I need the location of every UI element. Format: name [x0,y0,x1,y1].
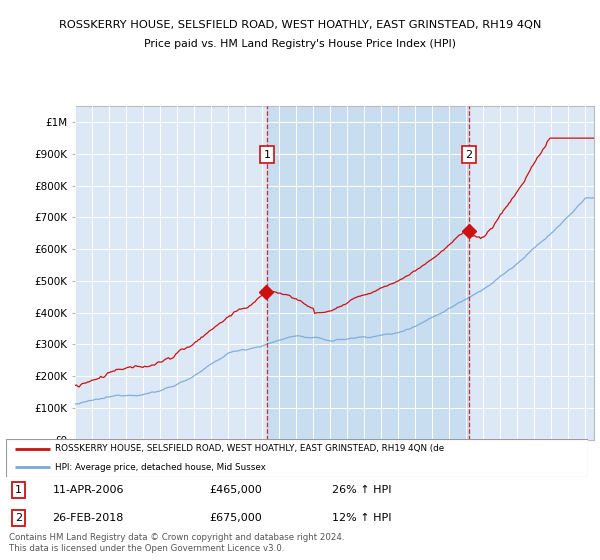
Text: 1: 1 [263,150,271,160]
Text: £465,000: £465,000 [210,485,262,495]
Text: 26% ↑ HPI: 26% ↑ HPI [332,485,391,495]
Text: 26-FEB-2018: 26-FEB-2018 [53,513,124,523]
Text: 2: 2 [466,150,472,160]
Text: ROSSKERRY HOUSE, SELSFIELD ROAD, WEST HOATHLY, EAST GRINSTEAD, RH19 4QN: ROSSKERRY HOUSE, SELSFIELD ROAD, WEST HO… [59,20,541,30]
Text: 1: 1 [16,485,22,495]
Text: Price paid vs. HM Land Registry's House Price Index (HPI): Price paid vs. HM Land Registry's House … [144,39,456,49]
Text: 12% ↑ HPI: 12% ↑ HPI [332,513,391,523]
Text: ROSSKERRY HOUSE, SELSFIELD ROAD, WEST HOATHLY, EAST GRINSTEAD, RH19 4QN (de: ROSSKERRY HOUSE, SELSFIELD ROAD, WEST HO… [55,445,445,454]
Text: 11-APR-2006: 11-APR-2006 [53,485,124,495]
Text: Contains HM Land Registry data © Crown copyright and database right 2024.
This d: Contains HM Land Registry data © Crown c… [9,533,344,553]
Text: HPI: Average price, detached house, Mid Sussex: HPI: Average price, detached house, Mid … [55,463,266,472]
Bar [267,106,469,440]
FancyBboxPatch shape [6,439,588,477]
Text: £675,000: £675,000 [210,513,262,523]
Text: 2: 2 [15,513,22,523]
